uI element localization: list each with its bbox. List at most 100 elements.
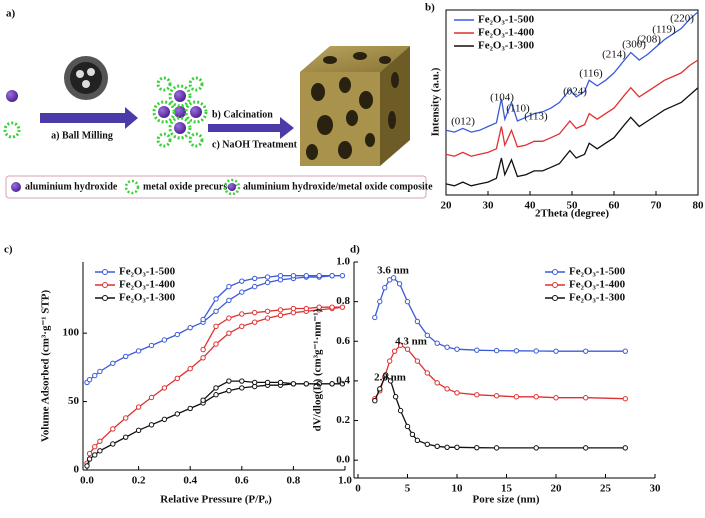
data-point (377, 298, 383, 305)
data-point (316, 272, 322, 279)
data-point (148, 422, 155, 428)
data-point (174, 411, 181, 417)
y-axis-label: Volume Adsorbed (cm³·g⁻¹ STP) (40, 290, 52, 443)
data-point (303, 305, 309, 312)
schematic: a) Ball Milling b) Calcination c) NaOH T… (3, 46, 433, 199)
data-point (135, 348, 142, 354)
legend-label: Fe₂O₃-1-400 (119, 279, 176, 291)
data-point (533, 445, 539, 451)
data-point (135, 404, 142, 410)
data-point (226, 297, 232, 304)
data-point (86, 456, 93, 462)
y-axis-label: Intensity (a.u.) (430, 67, 442, 136)
data-point (92, 372, 98, 379)
x-tick-label: 50 (567, 200, 579, 212)
data-point (252, 379, 258, 386)
legend-box (5, 175, 427, 199)
data-point (213, 308, 219, 314)
data-point (513, 348, 520, 354)
data-point (303, 272, 309, 279)
y-tick-label: 0.6 (336, 335, 350, 347)
legend-text: metal oxide precursor (143, 181, 237, 192)
data-point (414, 358, 421, 364)
data-point (386, 358, 393, 364)
data-point (226, 378, 232, 384)
data-point (622, 396, 628, 402)
precursor-particle (3, 121, 21, 139)
x-axis-label: Pore size (nm) (473, 494, 540, 506)
data-point (187, 366, 193, 372)
y-tick-label: 0.0 (336, 454, 350, 466)
annotation: (110) (506, 103, 530, 115)
data-point (493, 393, 500, 399)
data-point (454, 346, 460, 352)
data-point (252, 283, 258, 290)
x-tick-label: 20 (441, 200, 453, 212)
data-point (161, 385, 168, 391)
data-point (444, 386, 450, 392)
x-tick-label: 0.6 (235, 475, 249, 487)
x-tick-label: 0.2 (132, 475, 146, 487)
arrow (208, 117, 294, 139)
legend-label: Fe₂O₃-1-300 (478, 40, 535, 52)
data-point (404, 298, 411, 305)
data-point (444, 344, 450, 350)
data-point (553, 395, 559, 401)
legend-label: Fe₂O₃-1-500 (119, 266, 176, 278)
data-point (397, 407, 404, 414)
x-tick-label: 30 (483, 200, 495, 212)
data-point (200, 346, 206, 353)
data-point (404, 423, 411, 430)
y-tick-label: 50 (68, 395, 80, 407)
data-point (110, 426, 116, 432)
data-point (396, 281, 403, 287)
x-tick-label: 60 (609, 200, 621, 212)
panel-label: d) (350, 244, 360, 256)
data-point (391, 348, 398, 354)
legend-text: aluminium hydroxide (25, 181, 118, 192)
data-point (187, 405, 193, 412)
step-label: a) Ball Milling (51, 130, 113, 141)
panel-label: c) (4, 244, 13, 256)
series-line (445, 59, 699, 157)
data-point (316, 381, 322, 387)
step-label: c) NaOH Treatment (212, 139, 298, 150)
panel-label: b) (425, 2, 435, 14)
annotation: 4.3 nm (395, 336, 427, 348)
data-point (424, 441, 430, 448)
data-point (339, 272, 346, 279)
data-point (123, 415, 129, 421)
annotation: (104) (490, 92, 514, 104)
data-point (339, 381, 346, 387)
data-point (86, 376, 93, 383)
legend-marker (102, 282, 108, 288)
data-point (424, 332, 430, 339)
data-point (213, 323, 219, 330)
x-tick-label: 80 (693, 200, 705, 212)
data-point (97, 438, 103, 444)
data-point (277, 272, 284, 279)
data-point (533, 348, 539, 354)
data-point (226, 315, 232, 321)
data-point (239, 378, 245, 384)
data-point (200, 397, 206, 403)
data-point (123, 434, 129, 440)
legend-text: aluminium hydroxide/metal oxide composit… (243, 181, 433, 192)
x-tick-label: 5 (405, 483, 411, 495)
chart: 0.0 0.2 0.4 0.6 0.8 1.0 0 50 100 Relative Pressur… (40, 262, 352, 506)
porous-cube (300, 46, 410, 166)
data-point (583, 445, 589, 451)
data-point (213, 392, 219, 398)
x-tick-label: 40 (525, 200, 537, 212)
chart: 0 5 10 15 20 25 30 0.0 0.2 0.4 0.6 0.8 1.0 Pore size … (312, 256, 661, 506)
annotation: 2.8 nm (374, 372, 406, 384)
data-point (372, 314, 378, 321)
data-point (252, 275, 258, 282)
series-line (374, 344, 626, 400)
data-point (264, 274, 271, 280)
data-point (392, 394, 399, 400)
x-tick-label: 0.0 (80, 475, 94, 487)
annotation: (024) (563, 86, 587, 98)
y-tick-label: 1.0 (336, 256, 350, 268)
